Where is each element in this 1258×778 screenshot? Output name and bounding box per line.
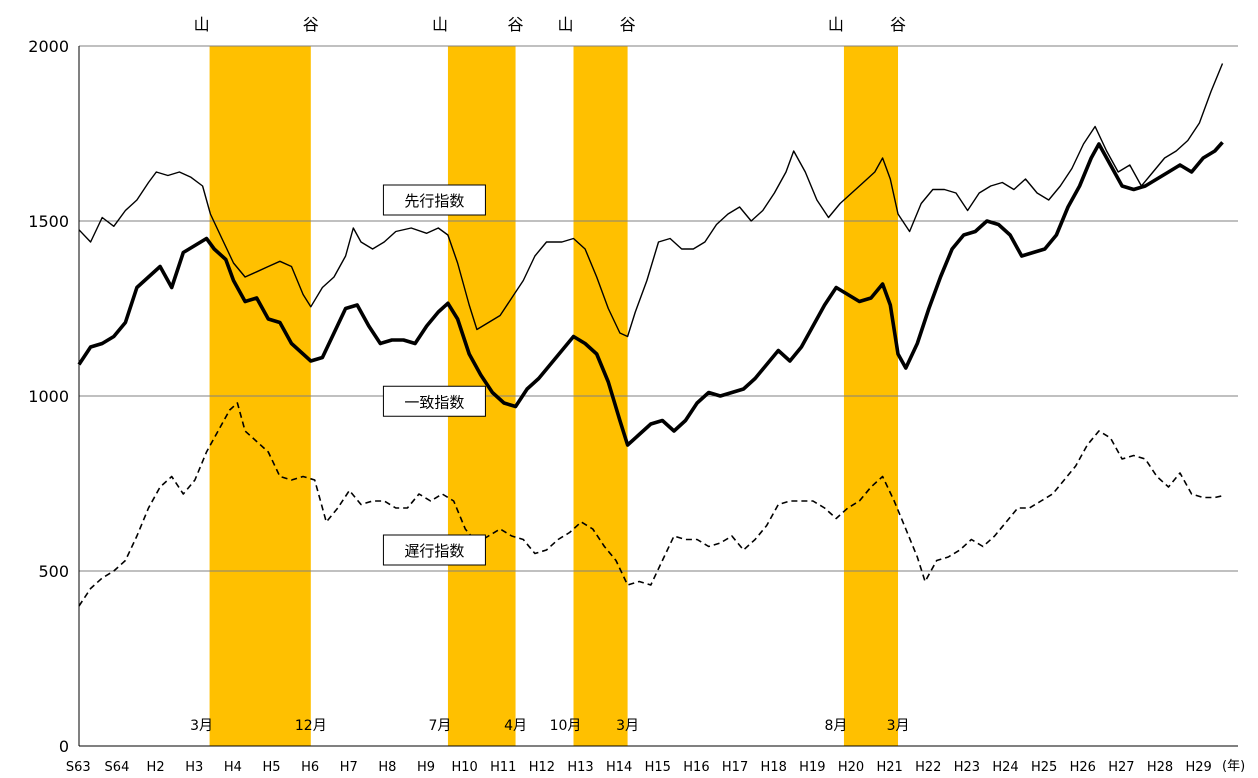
x-tick-label: H14 xyxy=(606,760,632,775)
y-tick-label: 2000 xyxy=(28,37,69,56)
peak-month-label: 3月 xyxy=(190,718,213,734)
band-annotations: 山 谷 3月 12月 山 谷 7月 4月 山 谷 10月 3月 山 谷 8月 3月 xyxy=(190,15,909,734)
x-tick-label: H27 xyxy=(1108,760,1134,775)
x-tick-label: H9 xyxy=(417,760,435,775)
peak-month-label: 10月 xyxy=(550,718,582,734)
peak-marker: 山 xyxy=(828,15,844,34)
gridlines xyxy=(79,45,1238,572)
trough-marker: 谷 xyxy=(890,15,906,34)
x-tick-label: H3 xyxy=(185,760,203,775)
x-axis-unit-label: (年) xyxy=(1222,759,1245,774)
trough-marker: 谷 xyxy=(508,15,524,34)
x-tick-label: H7 xyxy=(340,760,358,775)
trough-marker: 谷 xyxy=(303,15,319,34)
x-tick-label: H19 xyxy=(799,760,825,775)
x-tick-label: H29 xyxy=(1186,760,1212,775)
x-tick-label: S63 xyxy=(66,760,91,775)
y-tick-label: 1000 xyxy=(28,387,69,406)
x-tick-label: H24 xyxy=(992,760,1018,775)
peak-marker: 山 xyxy=(194,15,210,34)
series-label-box-1 xyxy=(382,184,486,216)
x-tick-label: S64 xyxy=(105,760,130,775)
peak-marker: 山 xyxy=(432,15,448,34)
series-label-box-2 xyxy=(382,385,486,417)
x-tick-label: H28 xyxy=(1147,760,1173,775)
trough-month-label: 4月 xyxy=(504,718,527,734)
trough-month-label: 3月 xyxy=(887,718,910,734)
x-tick-label: H16 xyxy=(683,760,709,775)
x-tick-label: H18 xyxy=(761,760,787,775)
trough-month-label: 3月 xyxy=(616,718,639,734)
series-lines xyxy=(77,63,1224,607)
x-tick-label: H12 xyxy=(529,760,555,775)
x-tick-label: H22 xyxy=(915,760,941,775)
x-tick-label: H4 xyxy=(224,760,242,775)
series-line-1 xyxy=(78,63,1224,338)
y-tick-label: 500 xyxy=(38,562,69,581)
peak-month-label: 8月 xyxy=(824,718,847,734)
x-tick-label: H8 xyxy=(378,760,396,775)
series-label-3: 遅行指数 xyxy=(404,542,464,560)
x-tick-label: H2 xyxy=(147,760,165,775)
series-label-box-3 xyxy=(382,534,486,566)
trough-month-label: 12月 xyxy=(295,718,327,734)
y-tick-label: 0 xyxy=(59,737,69,756)
x-tick-label: H23 xyxy=(954,760,980,775)
peak-month-label: 7月 xyxy=(428,718,451,734)
series-label-2: 一致指数 xyxy=(404,393,464,411)
peak-marker: 山 xyxy=(557,15,573,34)
x-tick-label: H11 xyxy=(490,760,516,775)
x-tick-label: H25 xyxy=(1031,760,1057,775)
x-tick-label: H21 xyxy=(876,760,902,775)
series-line-3 xyxy=(78,402,1223,607)
x-tick-label: H6 xyxy=(301,760,319,775)
axes: 0 500 1000 1500 2000 S63 S64 H2 H3 H4 H5 H6 H7 H8 H9 H1… xyxy=(28,37,1238,775)
x-tick-label: H20 xyxy=(838,760,864,775)
series-label-1: 先行指数 xyxy=(404,192,464,210)
x-tick-label: H15 xyxy=(645,760,671,775)
x-tick-label: H13 xyxy=(567,760,593,775)
y-tick-label: 1500 xyxy=(28,212,69,231)
x-tick-label: H26 xyxy=(1070,760,1096,775)
x-tick-label: H5 xyxy=(262,760,280,775)
trough-marker: 谷 xyxy=(620,15,636,34)
series-line-2 xyxy=(77,141,1224,447)
x-tick-label: H17 xyxy=(722,760,748,775)
x-tick-label: H10 xyxy=(451,760,477,775)
